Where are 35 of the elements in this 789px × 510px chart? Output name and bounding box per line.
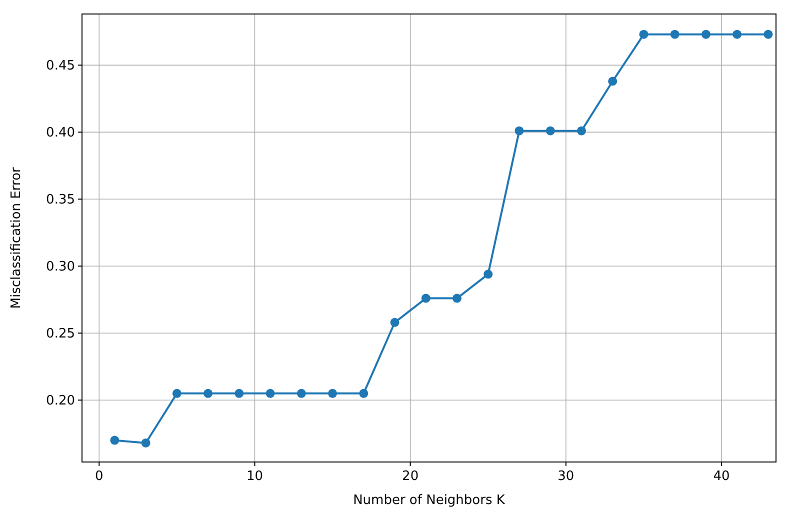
y-tick-label: 0.35 — [46, 192, 75, 208]
y-axis-title: Misclassification Error — [9, 166, 24, 309]
y-tick-label: 0.30 — [46, 260, 75, 275]
point — [546, 126, 555, 136]
y-tick-label: 0.40 — [46, 126, 75, 141]
point — [204, 388, 213, 398]
y-tick-label: 0.25 — [46, 326, 75, 342]
point — [639, 30, 648, 39]
point — [732, 30, 742, 39]
point — [452, 294, 462, 303]
point — [576, 126, 586, 136]
point — [296, 388, 306, 398]
point — [670, 30, 680, 39]
point — [110, 436, 120, 445]
x-tick-label: 40 — [713, 469, 730, 484]
x-tick-label: 0 — [94, 469, 104, 484]
point — [421, 294, 430, 303]
point — [141, 438, 150, 448]
point — [701, 30, 710, 39]
x-tick-label: 30 — [558, 469, 574, 484]
y-tick-label: 0.45 — [46, 58, 75, 74]
x-tick-label: 20 — [402, 469, 419, 484]
point — [172, 388, 182, 398]
point — [234, 388, 244, 398]
y-tick-label: 0.20 — [46, 394, 75, 409]
point — [484, 270, 493, 279]
point — [764, 30, 773, 39]
point — [608, 76, 618, 86]
point — [390, 318, 400, 327]
point — [359, 388, 368, 398]
point — [266, 388, 275, 398]
x-tick-label: 10 — [246, 469, 263, 484]
x-axis-title: Number of Neighbors K — [353, 493, 506, 508]
point — [514, 126, 524, 136]
point — [328, 388, 338, 398]
